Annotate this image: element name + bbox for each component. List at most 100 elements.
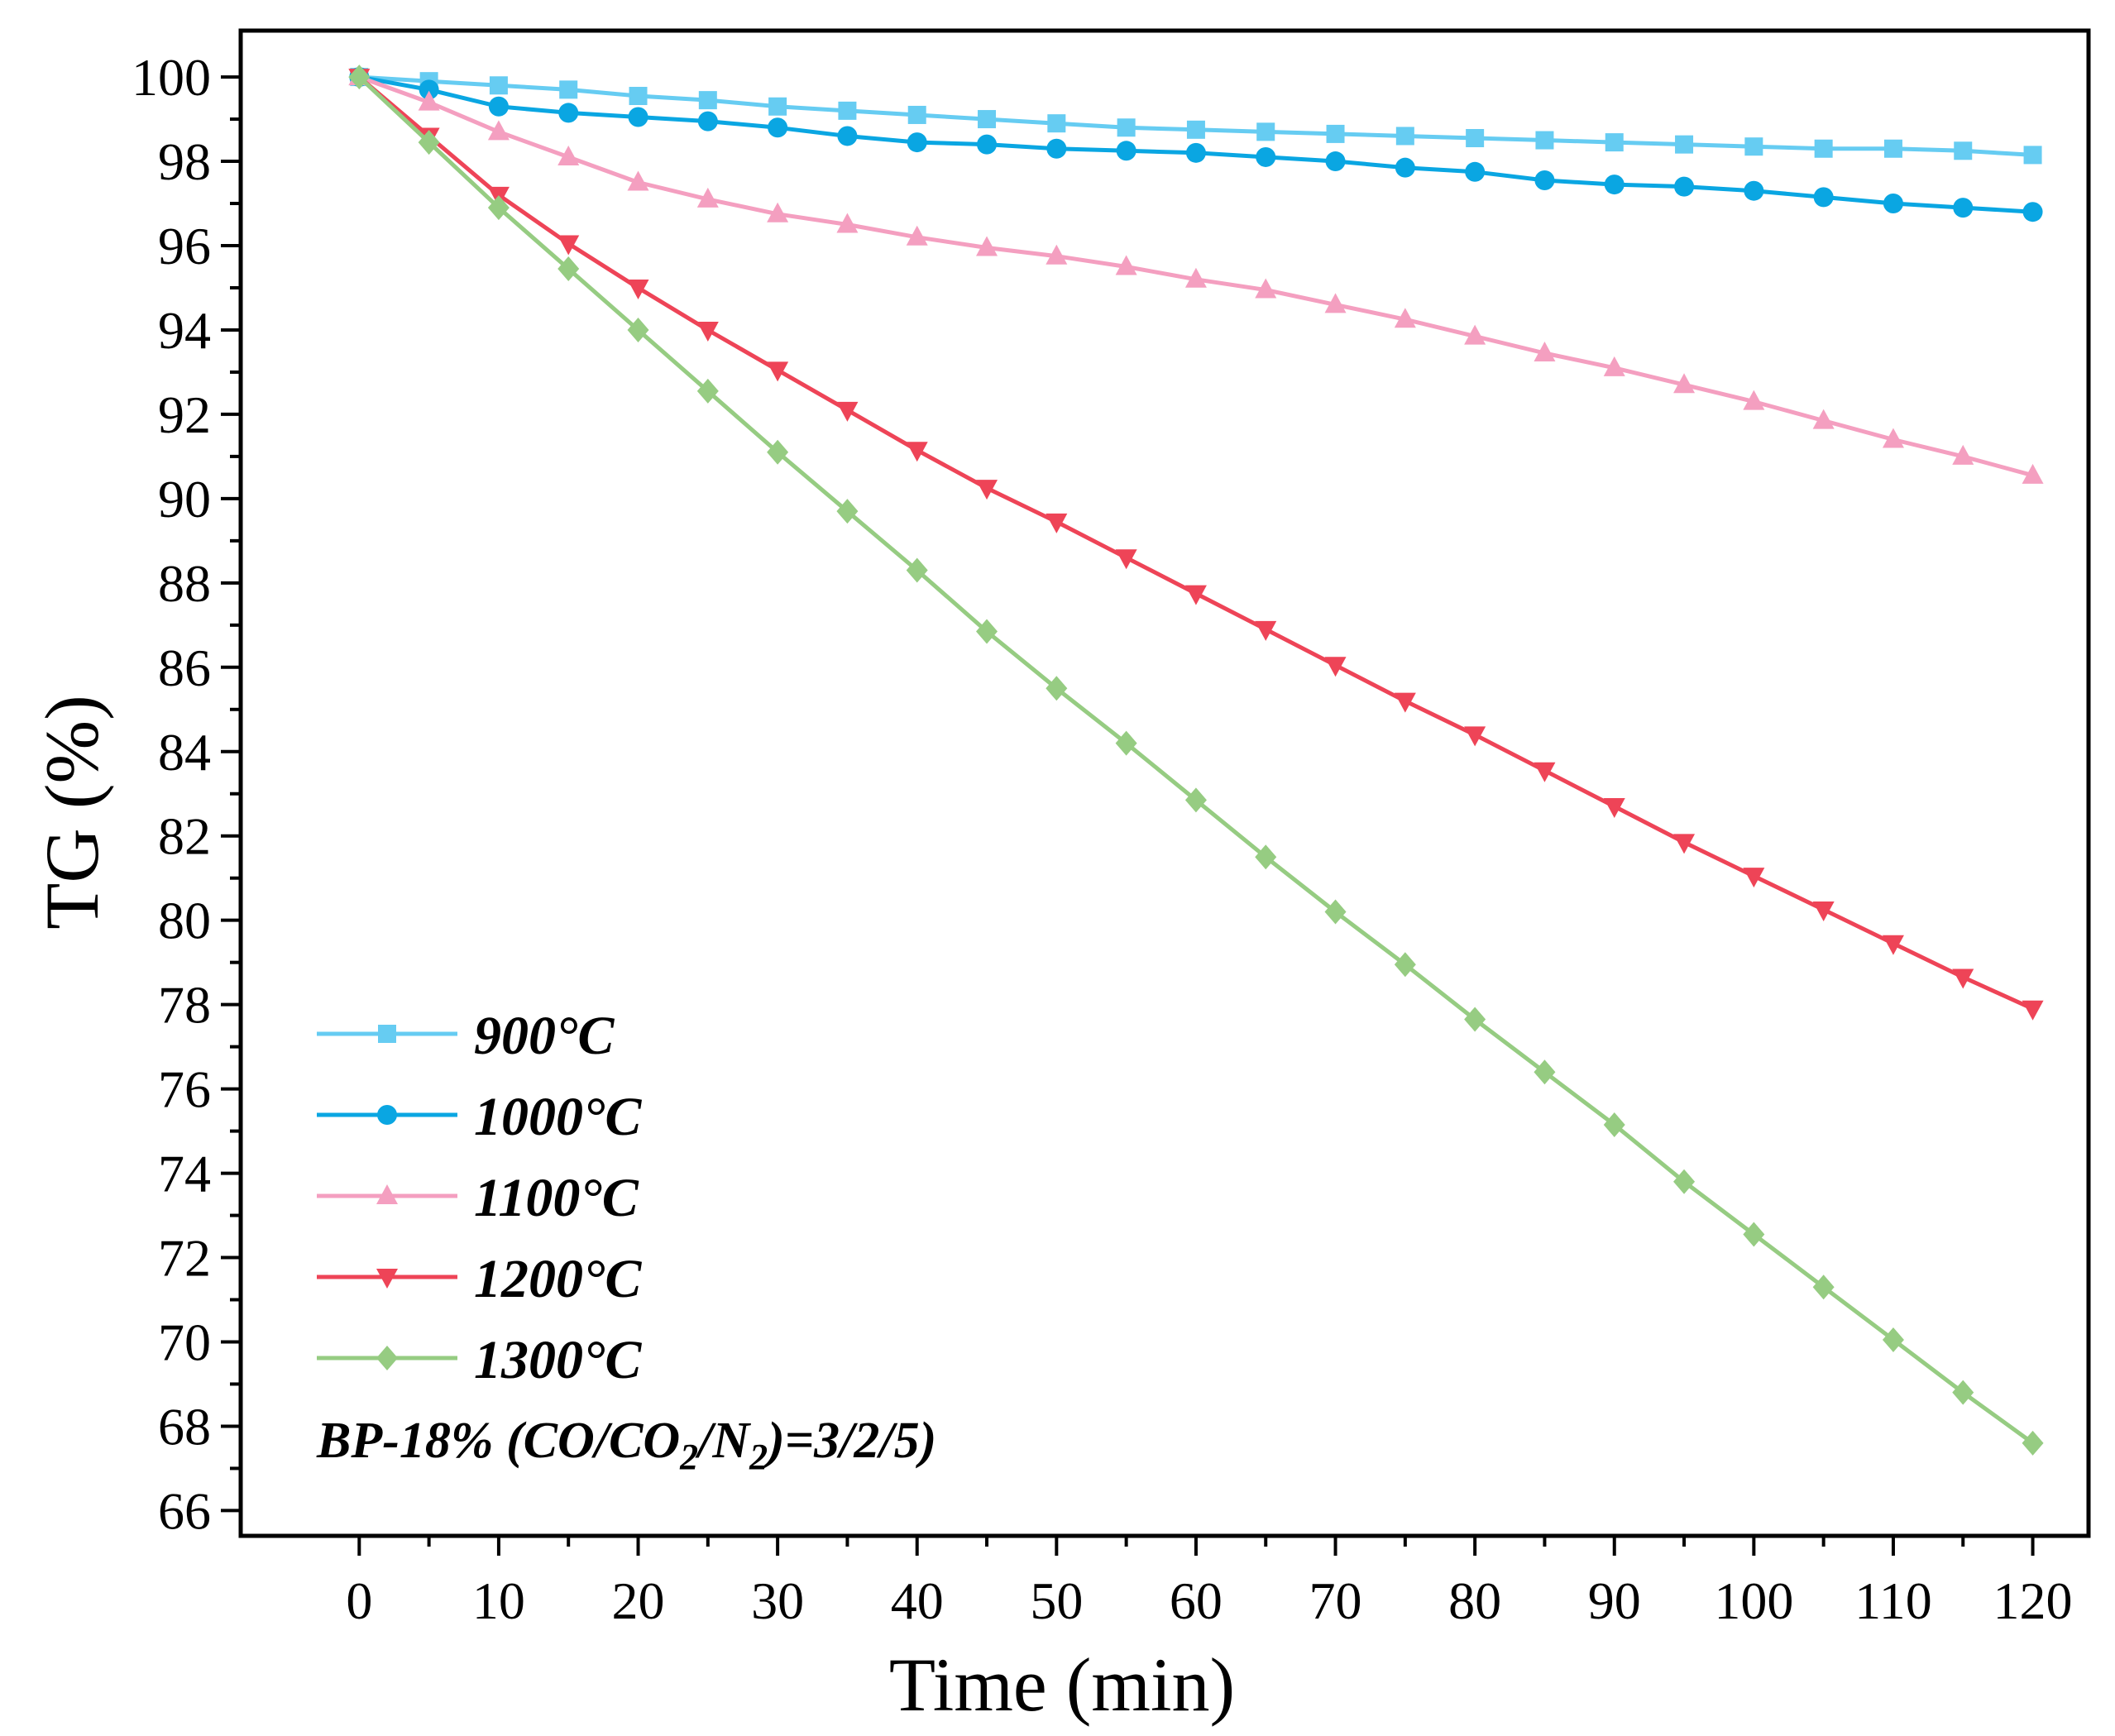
legend-item: 1000°C	[317, 1087, 642, 1147]
data-point	[1603, 356, 1625, 376]
data-point	[767, 439, 789, 465]
data-point	[419, 79, 439, 100]
data-point	[837, 126, 858, 146]
series-900°C	[350, 68, 2042, 165]
data-point	[1184, 787, 1207, 813]
data-point	[977, 134, 998, 155]
data-point	[1394, 308, 1416, 328]
data-point	[768, 97, 787, 116]
data-point	[1465, 161, 1486, 182]
data-point	[1394, 952, 1416, 978]
x-tick-label: 110	[1854, 1571, 1932, 1630]
data-point	[838, 101, 857, 120]
data-point	[1743, 390, 1765, 410]
data-point	[1814, 139, 1833, 158]
data-point	[1744, 137, 1763, 156]
data-point	[627, 170, 649, 191]
legend-marker	[377, 1105, 397, 1125]
data-point	[1605, 133, 1624, 152]
data-point	[1534, 170, 1555, 190]
data-point	[1674, 176, 1695, 197]
data-point	[978, 110, 997, 129]
data-point	[2022, 1430, 2044, 1456]
data-point	[1812, 409, 1835, 429]
data-point	[976, 236, 998, 256]
data-point	[976, 480, 998, 500]
data-point	[627, 317, 649, 342]
x-tick-label: 120	[1993, 1571, 2073, 1630]
data-point	[836, 401, 859, 422]
data-point	[1256, 146, 1276, 167]
data-point	[2023, 146, 2042, 165]
data-point	[1117, 118, 1136, 137]
y-tick-label: 80	[158, 892, 211, 950]
x-axis-ticks: 0 10 20 30 40 50 60 70 80 90 100 110 120	[346, 1536, 2073, 1630]
data-point	[488, 96, 509, 117]
legend-item: 1100°C	[317, 1168, 639, 1228]
data-point	[487, 195, 510, 221]
data-point	[1883, 194, 1903, 214]
data-point	[418, 130, 440, 155]
data-point	[1047, 114, 1066, 133]
legend-marker	[376, 1269, 398, 1289]
series-1000°C	[349, 67, 2043, 222]
x-tick-label: 30	[751, 1571, 804, 1630]
data-point	[1464, 324, 1486, 345]
data-point	[1882, 935, 1904, 955]
data-point	[557, 145, 580, 165]
data-point	[487, 120, 510, 141]
data-point	[1813, 187, 1834, 208]
series-1200°C	[348, 69, 2044, 1021]
data-point	[906, 225, 928, 246]
annotation-middle: /N	[695, 1413, 751, 1469]
data-point	[768, 117, 788, 138]
legend-marker	[376, 1346, 398, 1370]
y-tick-label: 76	[158, 1060, 211, 1119]
y-tick-label: 88	[158, 554, 211, 613]
data-point	[1255, 844, 1277, 870]
data-point	[1115, 730, 1137, 756]
data-point	[1952, 1380, 1974, 1405]
data-point	[1325, 151, 1346, 172]
data-point	[1534, 342, 1556, 361]
legend-label: 1000°C	[474, 1087, 642, 1147]
data-point	[1324, 293, 1347, 313]
data-point	[1603, 798, 1625, 819]
data-point	[767, 361, 789, 382]
y-tick-label: 90	[158, 470, 211, 528]
data-point	[1395, 157, 1415, 178]
data-point	[1953, 198, 1974, 218]
data-point	[1534, 762, 1556, 782]
data-point	[1812, 1275, 1835, 1300]
y-tick-label: 72	[158, 1229, 211, 1288]
data-point	[1954, 141, 1973, 160]
data-point	[1184, 585, 1207, 605]
data-point	[1812, 901, 1835, 921]
legend-label: 1200°C	[474, 1249, 642, 1309]
data-point	[1185, 142, 1206, 163]
data-point	[1743, 1222, 1765, 1247]
data-point	[1046, 244, 1068, 265]
data-point	[1324, 899, 1347, 925]
data-point	[976, 619, 998, 644]
data-point	[489, 76, 508, 95]
data-point	[1186, 120, 1205, 139]
data-point	[1673, 1169, 1696, 1194]
y-tick-label: 84	[158, 723, 211, 782]
data-point	[1673, 834, 1696, 854]
legend-item: 900°C	[317, 1006, 615, 1066]
data-point	[1255, 278, 1277, 299]
x-tick-label: 80	[1448, 1571, 1501, 1630]
legend-marker	[378, 1025, 396, 1043]
data-point	[1744, 180, 1764, 201]
data-point	[1046, 676, 1068, 701]
annotation-subscript-1: 2	[679, 1437, 698, 1477]
data-point	[907, 132, 927, 153]
data-point	[836, 213, 859, 233]
y-tick-label: 96	[158, 217, 211, 275]
data-point	[1464, 726, 1486, 747]
x-tick-label: 0	[346, 1571, 372, 1630]
condition-annotation: BP-18% (CO/CO2/N2)=3/2/5)	[316, 1413, 936, 1477]
annotation-subscript-2: 2	[749, 1437, 768, 1477]
data-point	[906, 442, 928, 462]
